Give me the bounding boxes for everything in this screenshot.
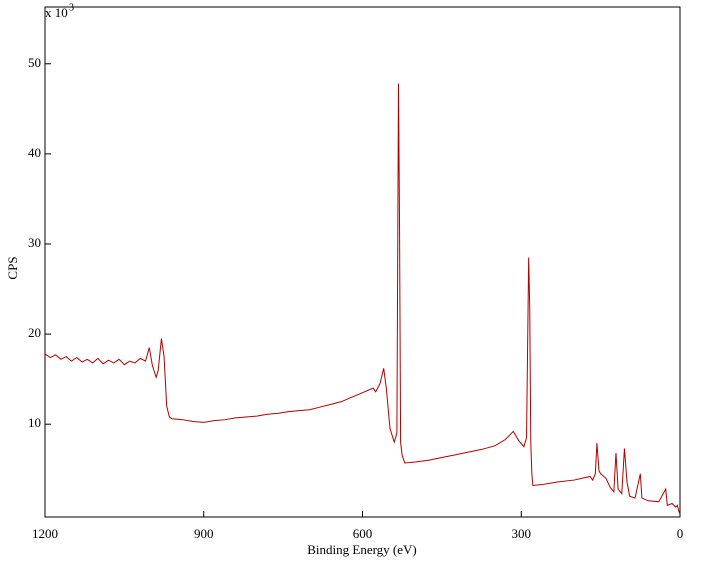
- x-tick-label: 0: [677, 526, 684, 541]
- plot-frame: [44, 6, 681, 518]
- x-tick-label: 600: [353, 526, 373, 541]
- x-axis-label: Binding Energy (eV): [307, 542, 417, 557]
- x-tick-label: 1200: [32, 526, 58, 541]
- spectrum-line: [44, 83, 681, 515]
- y-scale-label: x 10: [45, 5, 68, 20]
- y-tick-label: 10: [28, 415, 41, 430]
- y-tick-label: 40: [28, 145, 41, 160]
- y-axis-label: CPS: [5, 256, 20, 279]
- y-tick-label: 50: [28, 55, 41, 70]
- y-tick-label: 30: [28, 235, 41, 250]
- x-tick-label: 300: [512, 526, 532, 541]
- y-tick-label: 20: [28, 325, 41, 340]
- y-scale-exp: 3: [69, 2, 74, 13]
- x-tick-label: 900: [194, 526, 214, 541]
